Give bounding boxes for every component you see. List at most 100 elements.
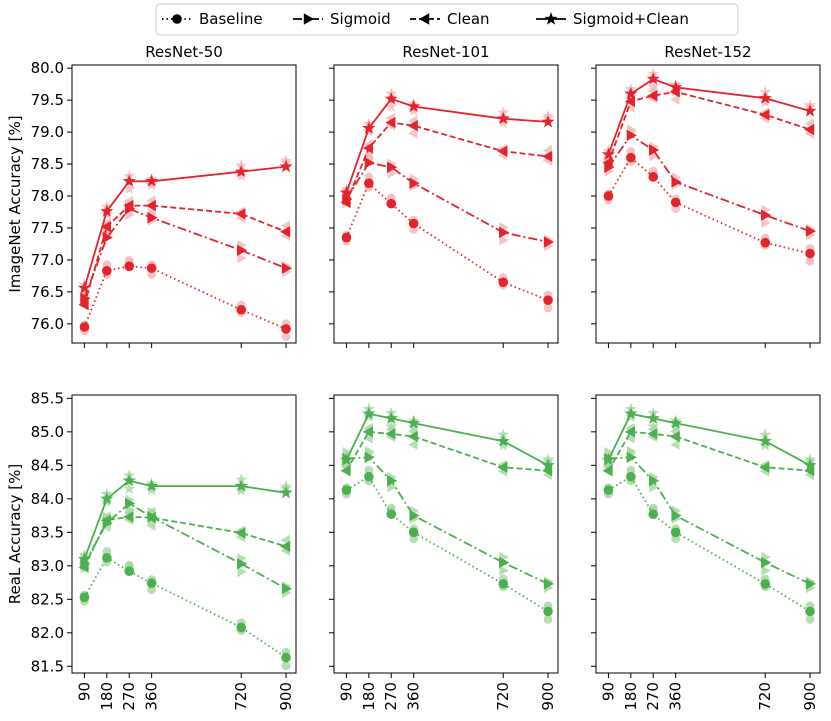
data-point-baseline: [386, 509, 397, 520]
data-point-sigmoid-clean: [601, 453, 616, 466]
data-point-clean: [145, 199, 156, 212]
series-line-sigmoid: [346, 456, 549, 585]
run-marker: [235, 169, 248, 181]
data-point-baseline: [760, 579, 771, 589]
data-point-sigmoid-clean: [624, 86, 638, 100]
data-point-baseline: [341, 485, 352, 495]
panel-4: 81.5 82.0 82.5 83.0 83.5 84.0 84.5 85.0 85.5 90 18…: [6, 389, 297, 711]
data-point-sigmoid: [671, 176, 682, 188]
data-point-sigmoid-clean: [122, 174, 136, 187]
y-tick-label: 82.5: [31, 590, 64, 608]
data-point-sigmoid: [805, 578, 817, 590]
run-marker: [407, 104, 420, 116]
series-line-baseline: [607, 475, 811, 613]
data-point-clean: [647, 89, 658, 102]
data-point-clean: [602, 157, 613, 169]
series-line-sigmoid: [345, 161, 549, 243]
legend-label-sigmoid-clean: Sigmoid+Clean: [573, 10, 689, 28]
data-point-baseline: [543, 295, 553, 305]
legend-label-sigmoid: Sigmoid: [330, 10, 391, 28]
legend-frame: [155, 3, 739, 36]
run-marker: [805, 256, 815, 266]
data-point-sigmoid-clean: [234, 479, 248, 492]
legend: Baseline Sigmoid Clean Sigmoid+Clean: [155, 3, 739, 36]
y-tick-label: 79.0: [31, 123, 64, 141]
series-line-clean: [607, 90, 811, 164]
data-point-sigmoid-clean: [496, 434, 510, 447]
x-tick-label: 180: [622, 682, 640, 711]
run-marker: [281, 661, 291, 671]
data-point-clean: [669, 430, 680, 443]
run-marker: [761, 217, 771, 229]
data-point-clean: [145, 511, 156, 524]
run-marker: [78, 287, 91, 300]
data-point-sigmoid-clean: [624, 406, 638, 420]
x-tick-label: 720: [494, 682, 512, 711]
run-marker: [123, 482, 136, 494]
data-point-clean: [407, 430, 418, 443]
data-point-sigmoid-clean: [758, 91, 772, 104]
run-marker: [497, 439, 510, 451]
y-tick-label: 84.0: [31, 490, 64, 508]
data-point-sigmoid: [543, 236, 555, 248]
run-marker: [497, 116, 510, 128]
run-marker: [281, 332, 291, 342]
y-tick-label: 81.5: [31, 657, 64, 675]
data-point-sigmoid-clean: [362, 406, 376, 420]
data-point-baseline: [102, 265, 112, 276]
series-line-sigmoid-clean: [345, 97, 549, 194]
run-marker: [759, 428, 772, 440]
data-point-sigmoid-clean: [122, 473, 136, 487]
panel-2: ResNet-101: [329, 43, 559, 348]
data-point-sigmoid-clean: [541, 458, 555, 471]
y-tick-label: 78.5: [31, 155, 64, 173]
data-point-clean: [759, 109, 770, 121]
data-point-sigmoid-clean: [279, 485, 293, 499]
y-tick-label: 77.5: [31, 219, 64, 237]
data-point-sigmoid-clean: [339, 185, 354, 199]
data-point-baseline: [408, 218, 419, 229]
panel-title: ResNet-152: [664, 43, 751, 61]
legend-label-clean: Clean: [447, 10, 490, 28]
data-point-baseline: [670, 527, 681, 538]
plot-frame: [71, 394, 297, 674]
data-point-clean: [235, 527, 246, 539]
data-point-sigmoid-clean: [234, 164, 248, 178]
x-tick-label: 270: [120, 682, 138, 711]
y-tick-label: 77.0: [31, 251, 64, 269]
y-tick-label: 79.5: [31, 91, 64, 109]
data-point-clean: [385, 116, 396, 129]
data-point-clean: [759, 461, 770, 474]
data-point-baseline: [670, 197, 681, 208]
data-point-clean: [340, 464, 351, 477]
series-line-sigmoid-clean: [83, 165, 287, 289]
plot-frame: [595, 64, 821, 344]
data-point-sigmoid-clean: [541, 114, 555, 128]
legend-label-baseline: Baseline: [199, 10, 263, 28]
data-point-sigmoid: [671, 509, 682, 522]
data-point-sigmoid-clean: [100, 204, 114, 217]
series-line-clean: [607, 430, 811, 472]
data-point-baseline: [498, 579, 509, 589]
data-point-baseline: [805, 248, 815, 259]
run-marker: [408, 128, 418, 139]
data-point-clean: [340, 196, 351, 209]
data-point-baseline: [146, 578, 157, 589]
y-tick-label: 83.0: [31, 557, 64, 575]
data-point-sigmoid-clean: [803, 104, 817, 117]
data-point-clean: [100, 514, 112, 526]
data-point-sigmoid: [147, 212, 158, 224]
run-marker: [385, 100, 398, 112]
data-point-baseline: [236, 304, 247, 315]
series-line-baseline: [83, 556, 287, 659]
legend-marker-sigmoid-clean: [544, 12, 558, 25]
data-point-clean: [542, 150, 553, 163]
data-point-baseline: [805, 606, 815, 617]
y-tick-label: 85.0: [31, 423, 64, 441]
data-point-sigmoid-clean: [803, 458, 817, 471]
series-line-sigmoid: [83, 502, 287, 590]
data-point-sigmoid-clean: [77, 552, 92, 565]
plot-frame: [333, 64, 559, 344]
run-marker: [123, 182, 136, 195]
data-point-clean: [280, 226, 291, 238]
